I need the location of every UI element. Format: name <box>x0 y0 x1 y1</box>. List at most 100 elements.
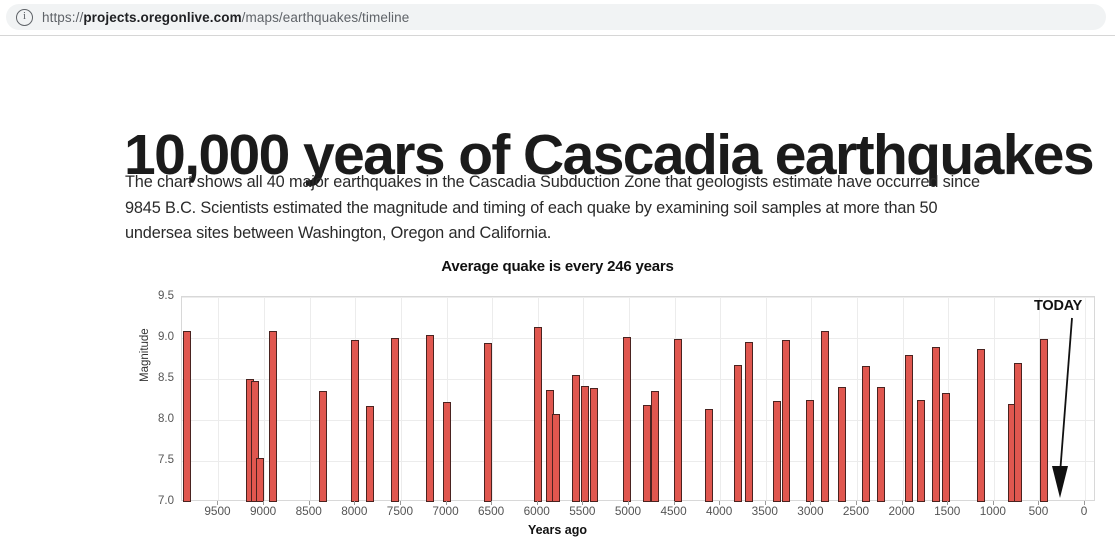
x-axis-tick-mark <box>856 501 857 505</box>
x-axis-tick-label: 7500 <box>386 504 414 518</box>
x-axis-tick-label: 4000 <box>706 504 733 518</box>
x-axis-tick-mark <box>1038 501 1040 505</box>
quake-bar[interactable] <box>483 342 492 502</box>
x-axis-tick-mark <box>947 501 949 505</box>
quake-bar[interactable] <box>862 365 871 502</box>
plot-area <box>181 296 1095 502</box>
browser-chrome: i https://projects.oregonlive.com/maps/e… <box>0 0 1115 36</box>
quake-bar[interactable] <box>269 330 278 502</box>
gridline-horizontal <box>182 338 1094 339</box>
quake-bar[interactable] <box>551 414 560 502</box>
gridline-horizontal <box>182 379 1094 380</box>
earthquake-timeline-chart: Average quake is every 246 years Magnitu… <box>0 242 1115 550</box>
x-axis-tick-label: 2500 <box>842 504 870 518</box>
gridline-vertical <box>218 297 220 500</box>
quake-bar[interactable] <box>391 338 400 502</box>
x-axis-tick-label: 2000 <box>888 504 915 518</box>
gridline-vertical <box>309 297 311 500</box>
quake-bar[interactable] <box>251 380 260 502</box>
x-axis-tick-label: 3000 <box>797 504 824 518</box>
x-axis-tick-label: 6500 <box>478 504 505 518</box>
x-axis-tick-mark <box>1084 501 1086 505</box>
x-axis-tick-mark <box>992 501 994 505</box>
quake-bar[interactable] <box>734 365 743 502</box>
address-bar[interactable]: i https://projects.oregonlive.com/maps/e… <box>6 4 1106 30</box>
x-axis-tick-mark <box>399 501 401 505</box>
quake-bar[interactable] <box>1040 338 1048 502</box>
y-axis-tick-label: 7.5 <box>158 454 174 466</box>
gridline-vertical <box>993 297 995 500</box>
quake-bar[interactable] <box>674 338 683 502</box>
quake-bar[interactable] <box>533 327 542 502</box>
quake-bar[interactable] <box>916 399 925 502</box>
x-axis-tick-mark <box>810 501 812 505</box>
article-standfirst: The chart shows all 40 major earthquakes… <box>125 173 980 243</box>
quake-bar[interactable] <box>351 339 360 502</box>
y-axis-tick-label: 7.0 <box>158 495 174 507</box>
x-axis-tick-label: 0 <box>1080 504 1088 518</box>
x-axis-tick-mark <box>673 501 675 505</box>
gridline-horizontal <box>182 297 1094 298</box>
gridline-horizontal <box>182 420 1094 421</box>
quake-bar[interactable] <box>781 340 790 502</box>
quake-bar[interactable] <box>623 337 632 502</box>
x-axis-tick-label: 7000 <box>432 504 459 518</box>
today-annotation-label: TODAY <box>1034 298 1083 314</box>
x-axis-tick-label: 9000 <box>249 504 277 518</box>
quake-bar[interactable] <box>365 406 374 502</box>
quake-bar[interactable] <box>942 392 951 502</box>
quake-bar[interactable] <box>806 400 815 502</box>
chart-title: Average quake is every 246 years <box>441 258 674 275</box>
gridline-vertical <box>902 297 904 500</box>
quake-bar[interactable] <box>772 401 781 502</box>
quake-bar[interactable] <box>426 334 435 502</box>
quake-bar[interactable] <box>905 355 913 502</box>
quake-bar[interactable] <box>838 387 847 502</box>
gridline-vertical <box>857 297 858 500</box>
x-axis-title: Years ago <box>527 523 588 537</box>
quake-bar[interactable] <box>876 387 885 502</box>
page-content: 10,000 years of Cascadia earthquakes The… <box>0 37 1115 550</box>
quake-bar[interactable] <box>650 391 659 502</box>
x-axis-tick-label: 1500 <box>934 504 961 518</box>
quake-bar[interactable] <box>442 401 451 502</box>
quake-bar[interactable] <box>572 374 581 502</box>
x-axis-tick-label: 8500 <box>295 504 322 518</box>
x-axis-tick-mark <box>901 501 903 505</box>
x-axis-tick-mark <box>491 501 493 505</box>
quake-bar[interactable] <box>821 330 830 502</box>
x-axis-tick-label: 4500 <box>660 504 687 518</box>
quake-bar[interactable] <box>183 331 192 502</box>
gridline-vertical <box>1039 297 1041 500</box>
x-axis-tick-label: 1000 <box>979 504 1006 518</box>
gridline-vertical <box>264 297 266 500</box>
x-axis-tick-mark <box>764 501 766 505</box>
gridline-vertical <box>1085 297 1087 500</box>
x-axis-tick-mark <box>445 501 447 505</box>
url-scheme: https:// <box>42 9 84 25</box>
quake-bar[interactable] <box>581 385 590 502</box>
x-axis-tick-label: 9500 <box>204 504 231 518</box>
x-axis-tick-mark <box>536 501 538 505</box>
url-host: projects.oregonlive.com <box>83 9 242 25</box>
gridline-horizontal <box>182 461 1094 462</box>
quake-bar[interactable] <box>977 348 986 502</box>
gridline-vertical <box>446 297 448 500</box>
quake-bar[interactable] <box>1013 362 1022 502</box>
y-axis-tick-label: 9.0 <box>158 331 174 343</box>
x-axis-tick-label: 8000 <box>341 504 368 518</box>
quake-bar[interactable] <box>705 408 714 502</box>
quake-bar[interactable] <box>745 342 754 502</box>
quake-bar[interactable] <box>590 388 599 502</box>
quake-bar[interactable] <box>256 457 265 502</box>
quake-bar[interactable] <box>319 391 328 502</box>
info-circle-icon[interactable]: i <box>16 8 33 26</box>
y-axis-tick-label: 8.5 <box>158 372 174 384</box>
x-axis-tick-label: 5000 <box>614 504 642 518</box>
x-axis-tick-label: 6000 <box>523 504 550 518</box>
gridline-vertical <box>811 297 813 500</box>
x-axis-tick-label: 5500 <box>569 504 596 518</box>
x-axis-tick-mark <box>308 501 310 505</box>
quake-bar[interactable] <box>932 347 941 502</box>
address-bar-url: https://projects.oregonlive.com/maps/ear… <box>42 10 409 25</box>
